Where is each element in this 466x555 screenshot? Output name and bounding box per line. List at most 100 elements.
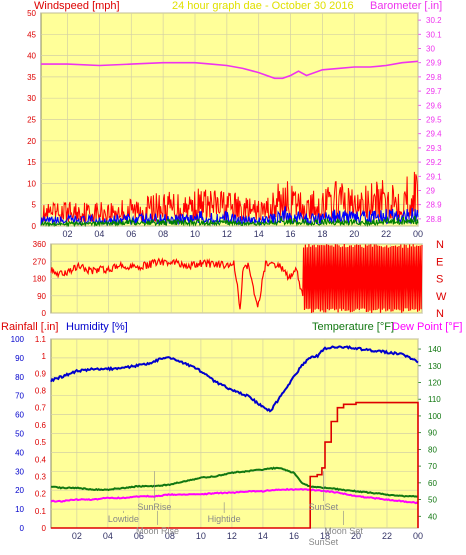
dewpoint-line — [50, 487, 419, 505]
wind-y-tick-label: 0 — [32, 222, 37, 231]
temp-y-tick-label: 80 — [428, 445, 437, 454]
rain-y-tick-label: 1.1 — [35, 335, 47, 344]
humidity-y-tick-label: 50 — [15, 430, 24, 439]
direction-y-tick-label: 360 — [33, 240, 47, 249]
wind-x-tick-label: 06 — [126, 229, 136, 239]
wind-x-tick-label: 18 — [317, 229, 327, 239]
annotation-label: SunSet — [309, 502, 339, 512]
rain-y-tick-label: 0.5 — [35, 438, 47, 447]
humidity-line — [50, 345, 419, 413]
temp-x-tick-label: 12 — [227, 531, 237, 541]
wind-y-tick-label: 30 — [27, 94, 36, 103]
wind-x-tick-label: 20 — [349, 229, 359, 239]
compass-label: N — [436, 308, 444, 320]
barometer-y-tick-label: 30.1 — [426, 30, 442, 39]
direction-y-tick-label: 270 — [33, 257, 47, 266]
annotation-label: Hightide — [208, 514, 241, 524]
wind-x-tick-label: 12 — [222, 229, 232, 239]
direction-line — [50, 243, 423, 313]
humidity-y-tick-label: 30 — [15, 467, 24, 476]
barometer-y-tick-label: 29.6 — [426, 101, 442, 110]
rain-y-tick-label: 0.9 — [35, 369, 47, 378]
temp-y-tick-label: 110 — [428, 395, 441, 404]
humidity-y-tick-label: 80 — [15, 373, 24, 382]
temp-x-tick-label: 20 — [351, 531, 361, 541]
rain-axis-title: Rainfall [.in] — [1, 321, 58, 333]
temp-x-tick-label: 14 — [258, 531, 268, 541]
barometer-y-tick-label: 29.3 — [426, 144, 442, 153]
barometer-axis-title: Barometer [.in] — [370, 0, 442, 12]
temp-y-tick-label: 60 — [428, 479, 437, 488]
temp-x-tick-label: 04 — [103, 531, 113, 541]
temperature-axis-title: Temperature [°F] — [312, 321, 394, 333]
temp-x-tick-label: 16 — [289, 531, 299, 541]
direction-y-tick-label: 90 — [37, 292, 46, 301]
wind-x-tick-label: 14 — [254, 229, 264, 239]
temp-x-tick-label: 10 — [196, 531, 206, 541]
temp-y-tick-label: 90 — [428, 429, 437, 438]
humidity-y-tick-label: 40 — [15, 448, 24, 457]
temp-y-tick-label: 100 — [428, 412, 442, 421]
annotation-label: Moon Set — [324, 526, 363, 536]
temp-x-tick-label: 00 — [413, 531, 423, 541]
barometer-y-tick-label: 28.8 — [426, 215, 442, 224]
temp-x-tick-label: 08 — [165, 531, 175, 541]
compass-label: E — [436, 256, 443, 268]
humidity-y-tick-label: 90 — [15, 354, 24, 363]
annotation-label: Lowtide — [108, 514, 139, 524]
humidity-y-tick-label: 10 — [15, 505, 24, 514]
wind-x-tick-label: 08 — [158, 229, 168, 239]
rain-y-tick-label: 0.4 — [35, 455, 47, 464]
wind-x-tick-label: 04 — [94, 229, 104, 239]
rain-y-tick-label: 0 — [42, 524, 47, 533]
wind-y-tick-label: 5 — [32, 201, 37, 210]
annotation-label: Moon Rise — [136, 526, 179, 536]
barometer-y-tick-label: 29.9 — [426, 59, 442, 68]
wind-x-tick-label: 10 — [190, 229, 200, 239]
temp-y-tick-label: 40 — [428, 512, 437, 521]
temp-x-tick-label: 18 — [320, 531, 330, 541]
temp-y-tick-label: 120 — [428, 378, 442, 387]
barometer-y-tick-label: 29.2 — [426, 158, 442, 167]
compass-label: N — [436, 239, 444, 251]
compass-label: S — [436, 274, 443, 286]
barometer-y-tick-label: 28.9 — [426, 201, 442, 210]
humidity-y-tick-label: 20 — [15, 486, 24, 495]
temp-y-tick-label: 50 — [428, 496, 437, 505]
wind-y-tick-label: 10 — [27, 179, 36, 188]
temp-y-tick-label: 140 — [428, 345, 442, 354]
rain-line — [51, 401, 419, 529]
barometer-y-tick-label: 29.1 — [426, 172, 442, 181]
rain-y-tick-label: 0.3 — [35, 472, 47, 481]
wind-y-tick-label: 25 — [27, 116, 36, 125]
annotation-label: SunSet — [309, 537, 339, 547]
wind-x-tick-label: 00 — [413, 229, 423, 239]
wind-y-tick-label: 20 — [27, 137, 36, 146]
humidity-y-tick-label: 0 — [20, 524, 25, 533]
wind-y-tick-label: 40 — [27, 52, 36, 61]
panels: 0510152025303540455028.828.92929.129.229… — [11, 9, 447, 547]
direction-y-tick-label: 0 — [42, 309, 47, 318]
barometer-y-tick-label: 29.5 — [426, 116, 442, 125]
rain-y-tick-label: 0.7 — [35, 404, 47, 413]
barometer-y-tick-label: 30.2 — [426, 16, 442, 25]
wind-x-tick-label: 02 — [63, 229, 73, 239]
rain-y-tick-label: 0.2 — [35, 490, 47, 499]
direction-y-tick-label: 180 — [33, 275, 47, 284]
wind-y-tick-label: 15 — [27, 158, 36, 167]
humidity-y-tick-label: 60 — [15, 411, 24, 420]
temp-x-tick-label: 06 — [134, 531, 144, 541]
rain-y-tick-label: 0.6 — [35, 421, 47, 430]
dewpoint-axis-title: Dew Point [°F] — [392, 321, 462, 333]
temp-y-tick-label: 70 — [428, 462, 437, 471]
barometer-line — [41, 60, 419, 80]
temp-x-tick-label: 02 — [72, 531, 82, 541]
compass-label: W — [436, 291, 447, 303]
rain-y-tick-label: 1 — [42, 352, 47, 361]
barometer-y-tick-label: 29 — [426, 187, 435, 196]
temp-y-tick-label: 130 — [428, 362, 442, 371]
wind-x-tick-label: 16 — [286, 229, 296, 239]
annotation-label: SunRise — [137, 502, 171, 512]
barometer-y-tick-label: 30 — [426, 45, 435, 54]
